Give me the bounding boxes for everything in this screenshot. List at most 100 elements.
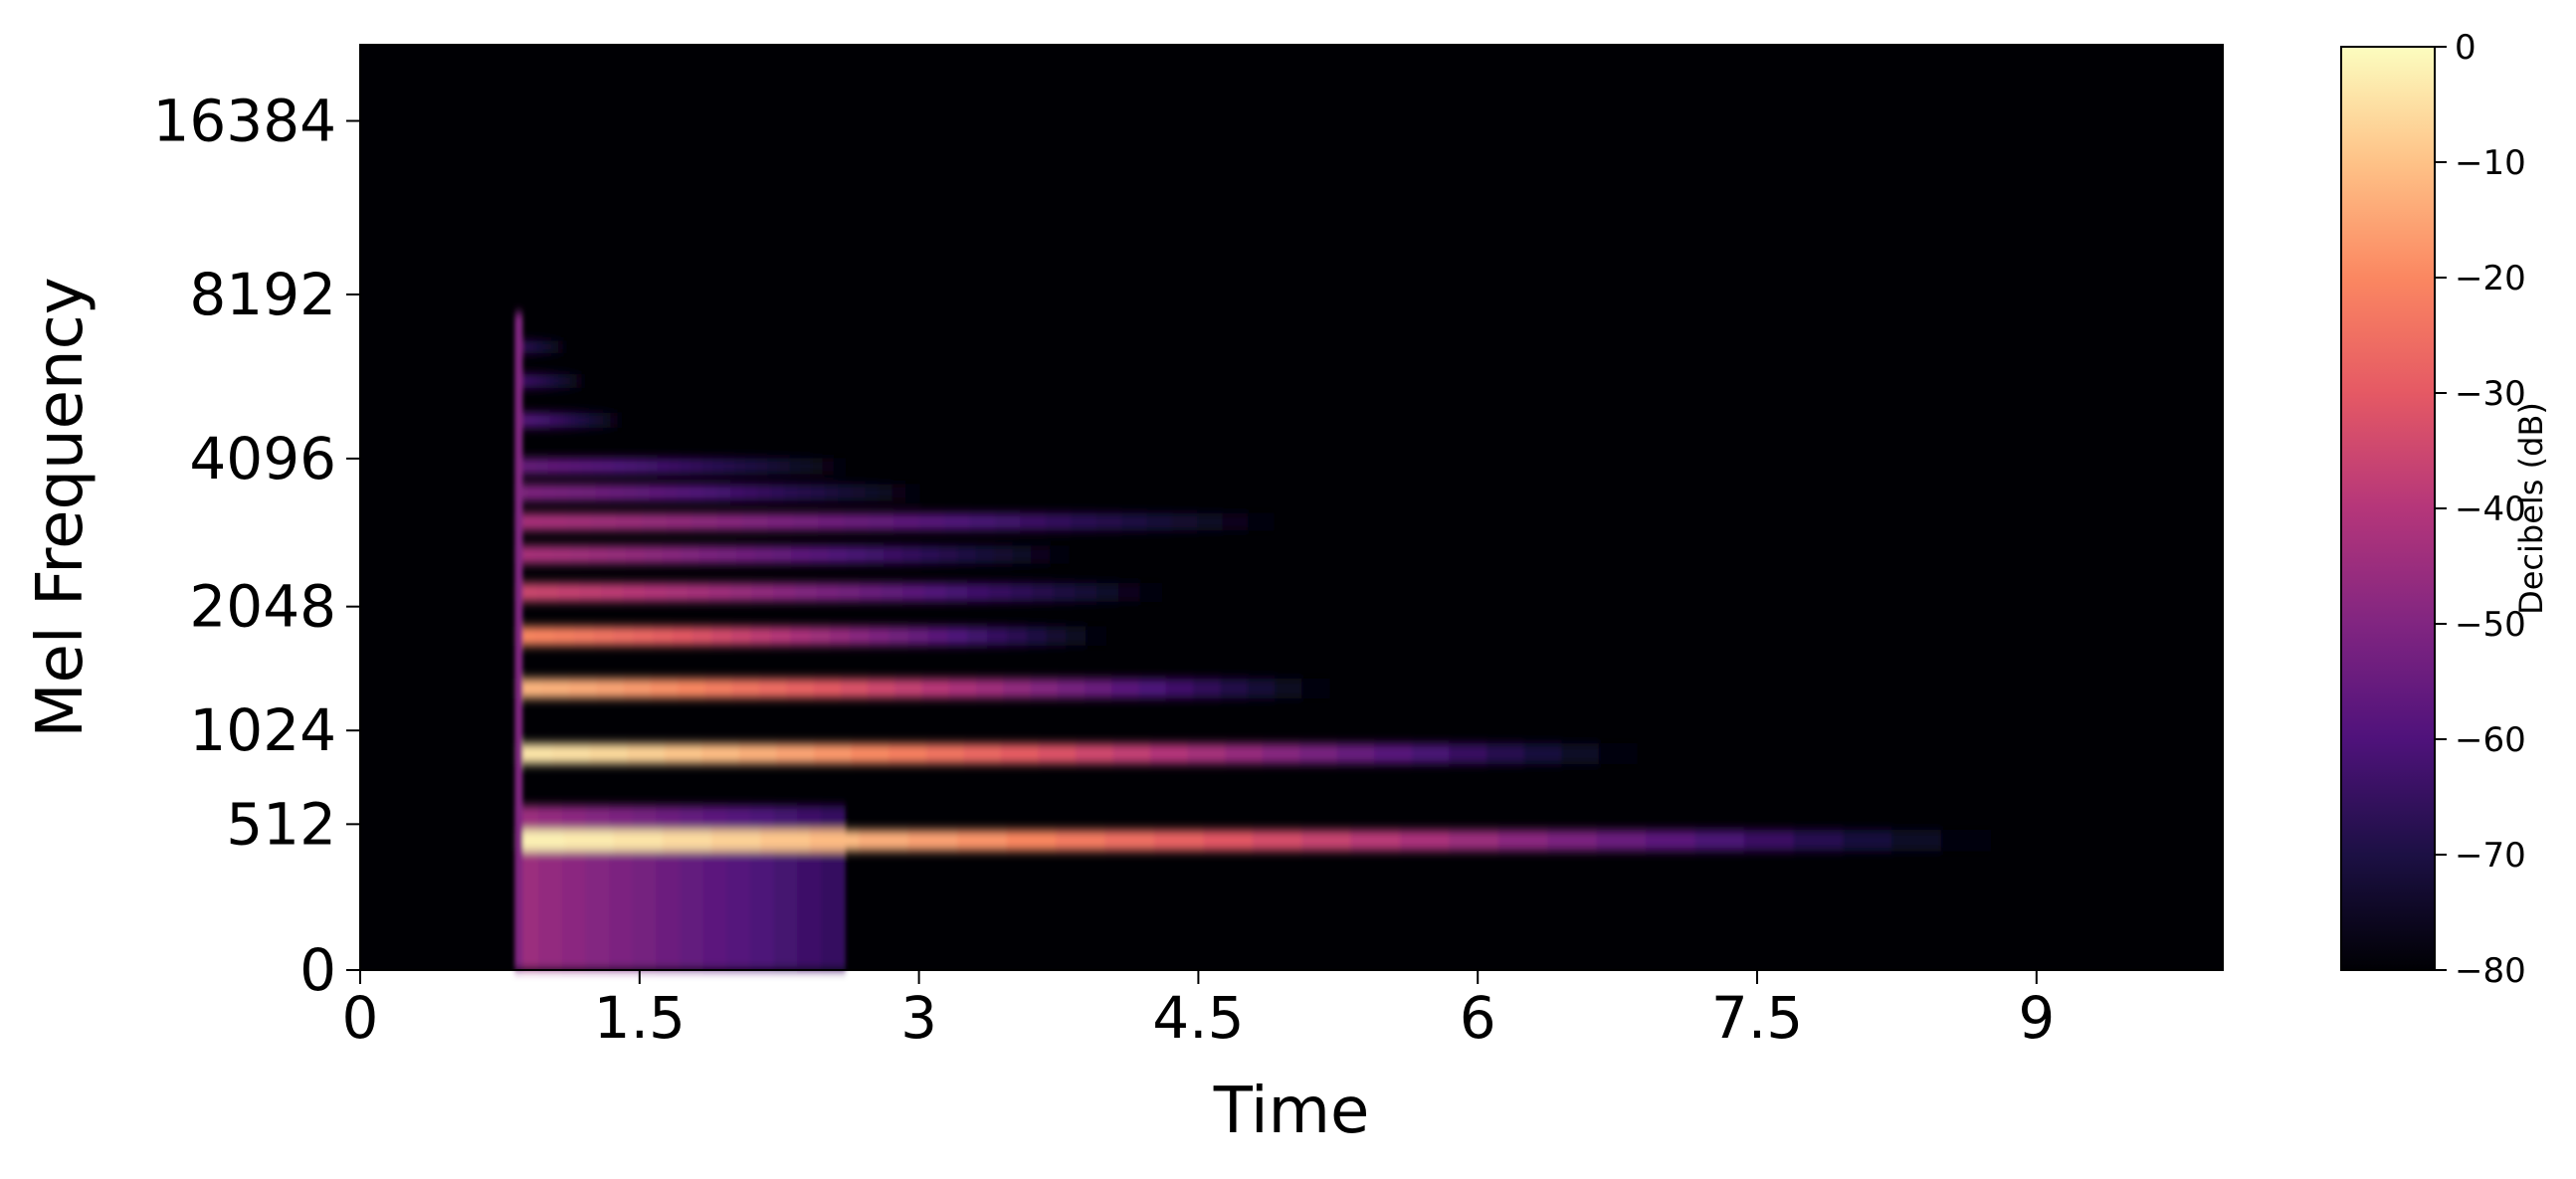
harmonic-band-segment <box>712 458 725 475</box>
harmonic-band-segment <box>553 412 559 428</box>
harmonic-band-segment <box>1842 830 1893 852</box>
harmonic-band-segment <box>811 484 826 501</box>
harmonic-band-segment <box>582 484 597 501</box>
harmonic-band-segment <box>571 412 576 428</box>
harmonic-band-segment <box>730 484 745 501</box>
harmonic-band-segment <box>944 512 971 531</box>
harmonic-band-segment <box>838 582 861 602</box>
harmonic-band-segment <box>657 458 671 475</box>
harmonic-band-segment <box>1104 830 1155 852</box>
harmonic-band-segment <box>589 412 594 428</box>
harmonic-band-segment <box>757 484 772 501</box>
harmonic-band-segment <box>889 626 909 646</box>
harmonic-band-segment <box>1301 678 1330 698</box>
harmonic-band-segment <box>907 626 929 646</box>
y-tick-label: 4096 <box>189 425 336 492</box>
y-axis: 0 512 1024 2048 4096 8192 16384 <box>152 88 360 1004</box>
harmonic-band-segment <box>553 340 556 353</box>
harmonic-band-segment <box>729 582 753 602</box>
harmonic-band-segment <box>851 484 867 501</box>
harmonic-band-segment <box>822 458 835 475</box>
colorbar-tick-label: −70 <box>2455 836 2526 876</box>
harmonic-band-segment <box>859 582 883 602</box>
harmonic-band-segment <box>865 484 880 501</box>
harmonic-band-segment <box>730 626 752 646</box>
harmonic-band-segment <box>551 374 555 388</box>
harmonic-band-segment <box>947 626 969 646</box>
harmonic-band-segment <box>613 626 635 646</box>
colorbar-label: Decibels (dB) <box>2512 402 2550 615</box>
harmonic-band-segment <box>644 582 667 602</box>
harmonic-band-segment <box>1165 678 1195 698</box>
harmonic-band-segment <box>580 458 593 475</box>
harmonic-band-segment <box>770 484 786 501</box>
harmonic-band-segment <box>920 545 940 564</box>
harmonic-band-segment <box>840 678 869 698</box>
harmonic-band-segment <box>750 626 772 646</box>
harmonic-band-segment <box>738 743 778 764</box>
plot-frame <box>359 44 2224 971</box>
harmonic-band-segment <box>938 545 959 564</box>
harmonic-band-segment <box>1247 512 1275 531</box>
harmonic-band-segment <box>576 374 581 388</box>
harmonic-band-segment <box>1085 678 1113 698</box>
harmonic-band-segment <box>1057 678 1087 698</box>
harmonic-band-segment <box>521 412 527 428</box>
harmonic-band-segment <box>1220 678 1249 698</box>
y-axis-label: Mel Frequency <box>24 277 98 737</box>
harmonic-band-segment <box>969 512 996 531</box>
harmonic-band-segment <box>562 374 567 388</box>
harmonic-band-segment <box>539 374 544 388</box>
harmonic-band-segment <box>776 743 815 764</box>
harmonic-band-segment <box>716 484 732 501</box>
harmonic-band-segment <box>988 582 1012 602</box>
harmonic-band-segment <box>1411 743 1451 764</box>
harmonic-band-segment <box>569 374 574 388</box>
harmonic-band-segment <box>524 340 528 353</box>
harmonic-band-segment <box>1031 545 1051 564</box>
harmonic-band-segment <box>574 374 578 388</box>
colorbar: 0 −10 −20 −30 −40 −50 −60 −70 −80 Decibels (dB) <box>2340 28 2550 991</box>
y-tick-label: 0 <box>299 936 336 1004</box>
harmonic-band-segment <box>581 374 585 388</box>
harmonic-band-segment <box>680 458 693 475</box>
harmonic-band-segment <box>691 458 703 475</box>
harmonic-band-segment <box>610 412 615 428</box>
harmonic-band-segment <box>723 458 736 475</box>
harmonic-band-segment <box>893 512 920 531</box>
harmonic-band-segment <box>760 830 811 852</box>
harmonic-band-segment <box>1053 582 1077 602</box>
harmonic-band-segment <box>529 340 533 353</box>
onset-transient <box>514 312 523 970</box>
x-tick-label: 9 <box>2018 984 2055 1052</box>
harmonic-band-segment <box>1066 626 1088 646</box>
harmonic-band-segment <box>731 678 760 698</box>
harmonic-band-segment <box>816 582 840 602</box>
harmonic-band-segment <box>553 374 557 388</box>
colorbar-gradient <box>2340 46 2436 971</box>
harmonic-band-segment <box>556 340 560 353</box>
harmonic-band-segment <box>662 830 713 852</box>
harmonic-band-segment <box>735 545 756 564</box>
harmonic-band-segment <box>1096 582 1119 602</box>
harmonic-band-segment <box>945 582 969 602</box>
harmonic-band-segment <box>593 626 615 646</box>
harmonic-band-segment <box>1197 512 1224 531</box>
harmonic-band-segment <box>541 678 570 698</box>
harmonic-band-segment <box>1086 626 1106 646</box>
harmonic-band-segment <box>789 458 802 475</box>
harmonic-band-segment <box>813 678 842 698</box>
harmonic-band-segment <box>1203 830 1254 852</box>
harmonic-band-segment <box>704 678 733 698</box>
harmonic-band-segment <box>770 626 792 646</box>
harmonic-band-segment <box>811 458 824 475</box>
x-tick-label: 3 <box>900 984 937 1052</box>
harmonic-band-segment <box>522 340 526 353</box>
x-tick-label: 6 <box>1460 984 1496 1052</box>
harmonic-band-segment <box>1171 512 1199 531</box>
harmonic-band-segment <box>1299 743 1338 764</box>
harmonic-band-segment <box>526 340 529 353</box>
harmonic-band-segment <box>838 484 853 501</box>
harmonic-band-segment <box>902 582 925 602</box>
harmonic-band-segment <box>560 374 564 388</box>
